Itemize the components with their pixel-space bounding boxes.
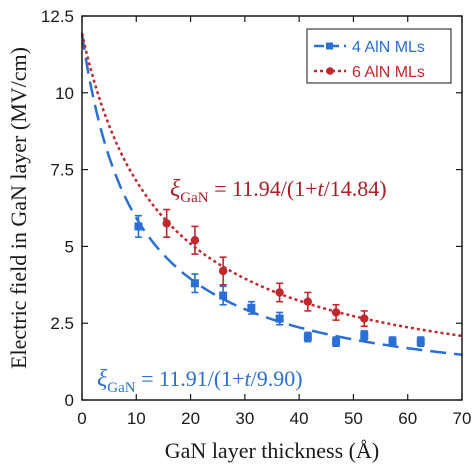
circle-marker	[360, 314, 369, 323]
square-marker	[219, 291, 228, 300]
legend-marker-4-aln	[326, 42, 333, 50]
square-marker	[332, 337, 341, 346]
axis-ticks: 0 10 20 30 40 50 60 70 0 2.5 5 7.5 10 12.5	[41, 7, 472, 428]
fit-curves	[80, 32, 463, 356]
fit-formula-6-aln: ξGaN = 11.94/(1+t/14.84)	[170, 176, 387, 206]
x-tick-label: 50	[344, 409, 363, 428]
square-marker	[303, 333, 312, 342]
legend-label-6-aln: 6 AlN MLs	[352, 64, 425, 81]
x-tick-label: 10	[127, 409, 146, 428]
data-point-6-aln-mls	[218, 256, 228, 286]
data-point-6-aln-mls	[360, 310, 369, 328]
x-tick-label: 70	[453, 409, 472, 428]
x-axis-title: GaN layer thickness (Å)	[165, 438, 379, 463]
data-point-4-aln-mls	[190, 273, 199, 294]
circle-marker	[162, 219, 171, 228]
data-point-6-aln-mls	[303, 291, 313, 312]
data-point-6-aln-mls	[275, 282, 284, 303]
circle-marker	[190, 236, 200, 245]
data-markers	[134, 208, 425, 348]
data-point-4-aln-mls	[388, 336, 397, 348]
circle-marker	[218, 266, 228, 276]
x-tick-label: 40	[290, 409, 309, 428]
data-point-4-aln-mls	[275, 311, 284, 326]
square-marker	[275, 314, 284, 323]
fit-curve-4-aln-mls	[80, 33, 463, 356]
plot-frame	[81, 15, 463, 401]
y-tick-label: 10	[55, 84, 74, 103]
data-point-4-aln-mls	[134, 214, 143, 238]
data-point-4-aln-mls	[219, 285, 228, 306]
x-tick-label: 20	[181, 409, 200, 428]
data-point-4-aln-mls	[360, 330, 369, 341]
y-tick-label: 7.5	[50, 161, 74, 180]
circle-marker	[303, 297, 313, 306]
x-tick-label: 60	[398, 409, 417, 428]
y-tick-label: 12.5	[41, 7, 74, 26]
circle-marker	[331, 308, 341, 317]
y-axis-title: Electric field in GaN layer (MV/cm)	[6, 47, 31, 369]
square-marker	[388, 337, 397, 346]
data-point-6-aln-mls	[331, 303, 341, 321]
square-marker	[247, 303, 256, 312]
fit-formula-4-aln: ξGaN = 11.91/(1+t/9.90)	[97, 366, 303, 396]
y-tick-label: 2.5	[50, 314, 74, 333]
square-marker	[190, 279, 199, 288]
legend: 4 AlN MLs 6 AlN MLs	[306, 28, 452, 84]
data-point-6-aln-mls	[190, 225, 200, 255]
circle-marker	[275, 288, 284, 297]
y-tick-label: 5	[65, 237, 74, 256]
x-tick-label: 30	[235, 409, 254, 428]
square-marker	[134, 222, 143, 231]
data-point-4-aln-mls	[332, 336, 341, 348]
square-marker	[416, 337, 425, 346]
data-point-4-aln-mls	[303, 331, 312, 343]
fit-curve-6-aln-mls	[80, 32, 463, 338]
data-point-6-aln-mls	[162, 208, 171, 238]
data-point-4-aln-mls	[416, 336, 425, 348]
square-marker	[360, 331, 369, 340]
legend-label-4-aln: 4 AlN MLs	[352, 39, 425, 56]
legend-marker-6-aln	[326, 67, 334, 75]
x-tick-label: 0	[77, 409, 86, 428]
data-point-4-aln-mls	[247, 300, 256, 315]
legend-box	[306, 28, 452, 84]
y-tick-label: 0	[65, 391, 74, 410]
